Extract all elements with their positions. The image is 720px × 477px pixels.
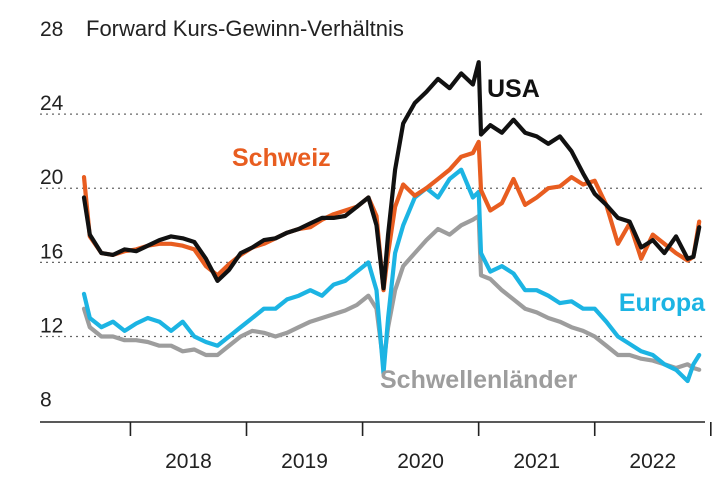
chart-title: Forward Kurs-Gewinn-Verhältnis xyxy=(86,16,404,41)
y-tick-label: 16 xyxy=(40,240,63,263)
x-tick-label: 2021 xyxy=(513,450,560,473)
y-tick-label: 28 xyxy=(40,18,63,41)
y-tick-label: 12 xyxy=(40,314,63,337)
series-label-europa: Europa xyxy=(619,289,706,317)
series-label-schweiz: Schweiz xyxy=(232,144,331,172)
y-tick-label: 24 xyxy=(40,92,64,115)
series-labels: USA Schweiz Europa Schwellenländer xyxy=(232,75,706,394)
y-tick-label: 8 xyxy=(40,389,52,412)
series-line-europa xyxy=(81,167,702,384)
x-axis: 2018 2019 2020 2021 2022 xyxy=(40,421,712,473)
series-label-schwellenlnder: Schwellenländer xyxy=(380,366,578,394)
series-line-usa xyxy=(81,60,702,291)
x-tick-label: 2020 xyxy=(397,450,444,473)
x-tick-label: 2018 xyxy=(165,450,212,473)
series-lines xyxy=(81,60,702,384)
series-line-schwellenlnder xyxy=(81,213,702,372)
y-tick-label: 20 xyxy=(40,166,63,189)
y-axis-ticks: 28 24 20 16 12 8 Forward Kurs-Gewinn-Verhältni… xyxy=(40,16,404,412)
series-line-schweiz xyxy=(81,139,702,293)
x-tick-label: 2022 xyxy=(629,450,676,473)
series-label-usa: USA xyxy=(487,75,540,103)
x-tick-label: 2019 xyxy=(281,450,328,473)
